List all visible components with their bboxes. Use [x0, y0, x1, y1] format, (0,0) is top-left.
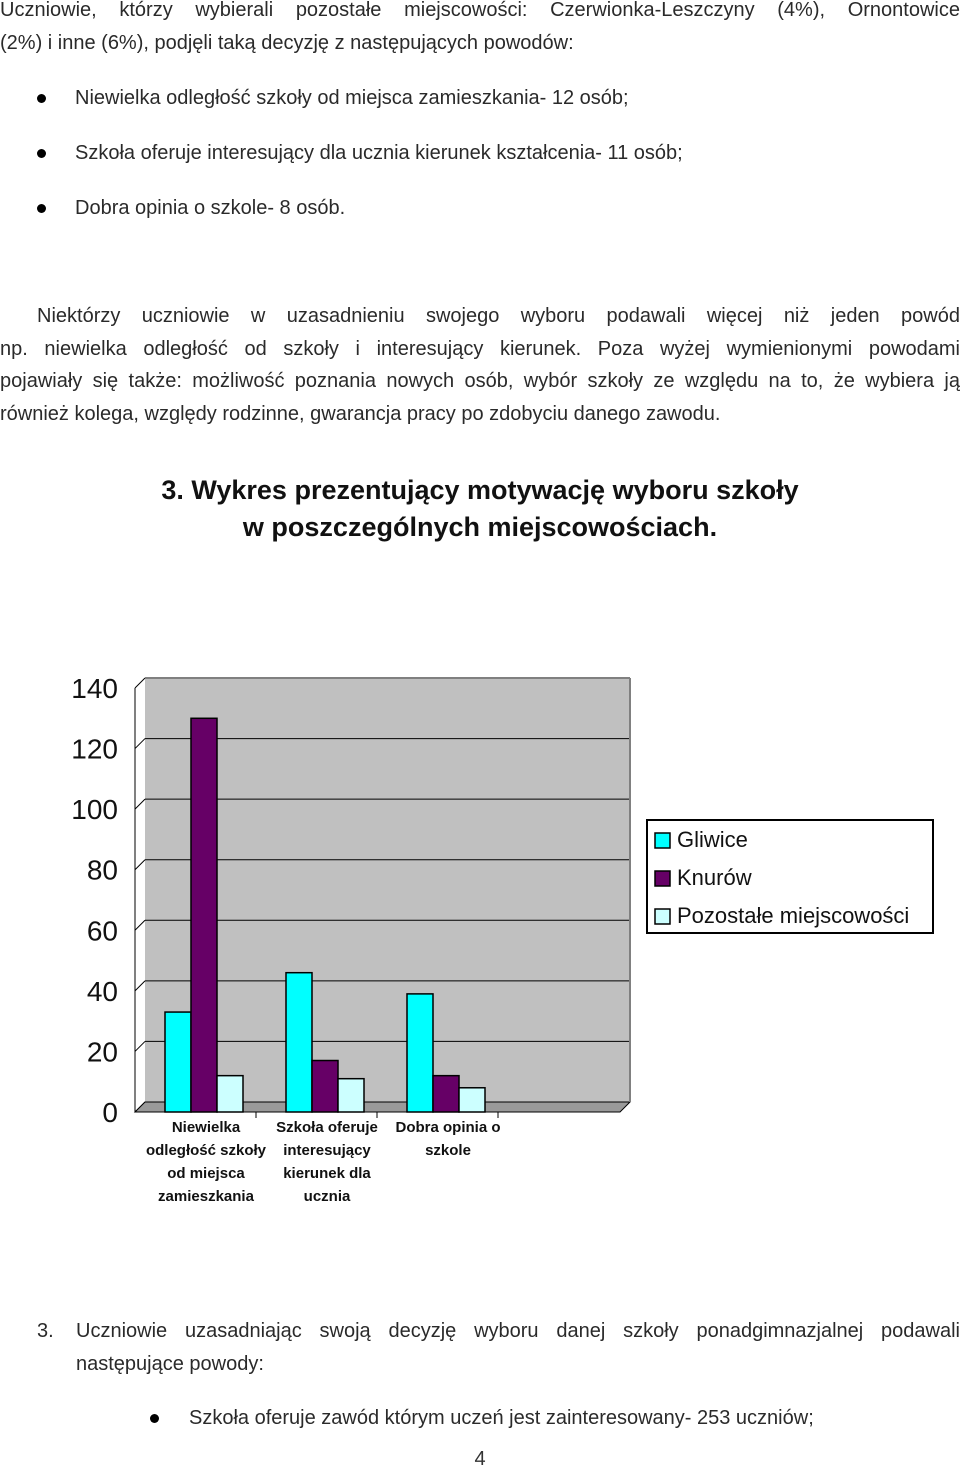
x-tick-label: od miejsca	[167, 1165, 245, 1182]
grid-line-diagonal	[134, 738, 146, 749]
grid-line-diagonal	[134, 1041, 146, 1052]
bar-chart: 0 20 40 60 80 100 120 140 Niewielka odległość szk…	[71, 673, 934, 1205]
bullet-icon	[37, 149, 46, 158]
heading-line-2: w poszczególnych miejscowościach.	[242, 512, 718, 542]
bar-knurów	[311, 1059, 339, 1113]
y-tick-label: 20	[87, 1036, 118, 1067]
bar-pozostałe-miejscowości	[216, 1074, 244, 1113]
intro-paragraph: Uczniowie, którzy wybierali pozostałe mi…	[0, 0, 960, 59]
y-tick-label: 0	[102, 1097, 118, 1128]
bar-gliwice	[406, 993, 434, 1113]
x-tick-label: Szkoła oferuje	[276, 1119, 378, 1136]
section-line-1: Uczniowie uzasadniając swoją decyzję wyb…	[76, 1320, 960, 1342]
reasons-paragraph: Niektórzy uczniowie w uzasadnieniu swoje…	[0, 300, 960, 430]
reasons-list: Niewielka odległość szkoły od miejsca za…	[0, 82, 960, 247]
bullet-icon	[37, 204, 46, 213]
y-tick-label: 100	[71, 794, 118, 825]
grid-line-diagonal	[134, 859, 146, 871]
grid-line-diagonal	[134, 919, 146, 931]
legend-label: Knurów	[677, 865, 752, 890]
bullet-icon	[37, 94, 46, 103]
list-item-text: Szkoła oferuje zawód którym uczeń jest z…	[189, 1407, 814, 1429]
list-item: Szkoła oferuje interesujący dla ucznia k…	[0, 137, 960, 192]
x-tick-label: szkole	[425, 1142, 471, 1159]
section-number: 3.	[37, 1320, 54, 1342]
legend-label: Pozostałe miejscowości	[677, 903, 909, 928]
para-line-3: pojawiały się także: możliwość poznania …	[0, 370, 960, 392]
bar-knurów	[190, 717, 218, 1113]
bar-gliwice	[285, 971, 313, 1113]
heading-line-1: 3. Wykres prezentujący motywację wyboru …	[161, 475, 799, 505]
bar-pozostałe-miejscowości	[458, 1087, 486, 1113]
list-item-text: Niewielka odległość szkoły od miejsca za…	[75, 87, 629, 109]
legend-swatch	[654, 870, 671, 887]
y-tick-label: 60	[87, 915, 118, 946]
section-3: 3. Uczniowie uzasadniając swoją decyzję …	[37, 1315, 960, 1381]
list-item: Dobra opinia o szkole- 8 osób.	[0, 192, 960, 247]
chart-heading: 3. Wykres prezentujący motywację wyboru …	[0, 472, 960, 546]
legend-label: Gliwice	[677, 827, 748, 852]
para-line-1: Niektórzy uczniowie w uzasadnieniu swoje…	[37, 305, 960, 327]
y-tick-label: 140	[71, 673, 118, 704]
bar-gliwice	[164, 1011, 192, 1113]
legend	[646, 819, 934, 934]
y-tick-label: 120	[71, 734, 118, 765]
x-tick-label: odległość szkoły	[146, 1142, 267, 1159]
grid-line-diagonal	[134, 677, 146, 689]
legend-swatch	[654, 832, 671, 849]
para-line-2: np. niewielka odległość od szkoły i inte…	[0, 337, 960, 360]
plot-background	[145, 678, 630, 1102]
x-tick-label: ucznia	[304, 1188, 351, 1205]
x-tick-label: Niewielka	[172, 1119, 241, 1136]
bar-knurów	[432, 1074, 460, 1113]
x-tick-label: interesujący	[283, 1142, 371, 1159]
x-tick-label: kierunek dla	[283, 1165, 371, 1182]
intro-line-1: Uczniowie, którzy wybierali pozostałe mi…	[0, 0, 960, 21]
page-number: 4	[474, 1448, 486, 1470]
bar-pozostałe-miejscowości	[337, 1077, 365, 1113]
grid-line-diagonal	[134, 798, 146, 810]
intro-line-2: (2%) i inne (6%), podjęli taką decyzję z…	[0, 31, 574, 54]
y-tick-label: 80	[87, 855, 118, 886]
para-line-4: również kolega, względy rodzinne, gwaran…	[0, 402, 721, 425]
bullet-icon	[150, 1414, 159, 1423]
list-item-text: Dobra opinia o szkole- 8 osób.	[75, 197, 346, 219]
x-tick-label: zamieszkania	[158, 1188, 255, 1205]
list-item: Niewielka odległość szkoły od miejsca za…	[0, 82, 960, 137]
list-item: Szkoła oferuje zawód którym uczeń jest z…	[0, 1402, 814, 1434]
grid-line-diagonal	[134, 980, 146, 992]
list-item-text: Szkoła oferuje interesujący dla ucznia k…	[75, 142, 683, 164]
legend-swatch	[654, 908, 671, 925]
x-tick-label: Dobra opinia o	[396, 1119, 501, 1136]
section-line-2: następujące powody:	[76, 1353, 264, 1375]
y-tick-label: 40	[87, 976, 118, 1007]
